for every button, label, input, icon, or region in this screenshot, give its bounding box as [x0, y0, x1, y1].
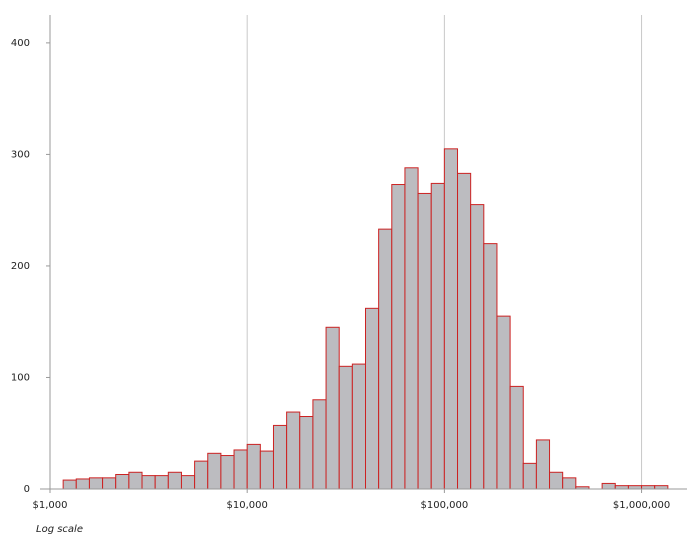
scale-note: Log scale [36, 524, 83, 535]
bar [128, 471, 143, 490]
bar [430, 182, 445, 490]
bar [496, 315, 511, 490]
bar [299, 416, 314, 490]
x-tick-label: $1,000,000 [613, 500, 670, 511]
bar [62, 479, 77, 490]
bar [88, 477, 104, 490]
bar [180, 475, 196, 490]
y-tick-label: 400 [11, 38, 30, 49]
bar [654, 485, 669, 490]
bar [194, 460, 209, 490]
bar [364, 307, 380, 490]
bar [338, 365, 353, 490]
bar [614, 485, 629, 490]
y-tick-label: 200 [11, 261, 30, 272]
bar [549, 471, 564, 490]
bar [457, 172, 472, 490]
bar [522, 462, 537, 490]
bar [417, 192, 432, 490]
x-tick-label: $1,000 [33, 500, 68, 511]
bar [220, 455, 235, 490]
bar [246, 443, 261, 490]
bar [259, 450, 274, 490]
bar [312, 399, 327, 490]
bar [470, 204, 485, 490]
bar [535, 439, 551, 490]
bar [483, 243, 498, 490]
bar [325, 326, 340, 490]
bar [154, 475, 169, 490]
bar [207, 452, 222, 490]
bar [641, 485, 656, 490]
bar [391, 184, 406, 490]
bar [167, 471, 182, 490]
bar [272, 424, 288, 490]
bar [75, 478, 90, 490]
bar [443, 148, 459, 490]
y-tick-label: 0 [24, 484, 30, 495]
bar [102, 477, 117, 490]
bar [627, 485, 643, 490]
y-tick-label: 100 [11, 372, 30, 383]
bar [601, 482, 616, 490]
x-tick-label: $100,000 [421, 500, 469, 511]
bar [115, 474, 130, 490]
bar [351, 363, 366, 490]
bar [404, 167, 419, 490]
y-tick-label: 300 [11, 149, 30, 160]
bar [141, 475, 156, 490]
bar [509, 385, 524, 490]
bar [562, 477, 577, 490]
bar [378, 228, 393, 490]
bar [286, 411, 301, 490]
x-tick-label: $10,000 [227, 500, 268, 511]
bar [233, 449, 248, 490]
